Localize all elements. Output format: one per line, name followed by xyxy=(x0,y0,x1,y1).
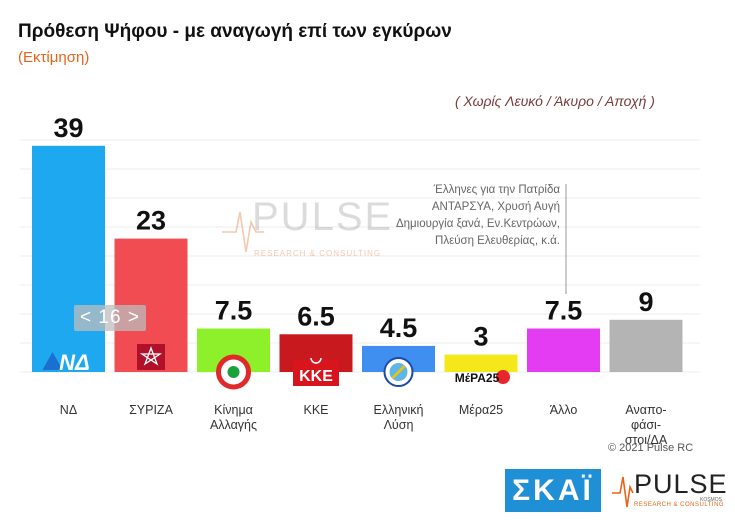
category-label: ΚΚΕ xyxy=(303,403,328,417)
annotation-line: Πλεύση Ελευθερίας, κ.ά. xyxy=(435,235,560,247)
copyright: © 2021 Pulse RC xyxy=(608,442,694,454)
page-indicator[interactable]: < 16 > xyxy=(74,305,146,331)
bar xyxy=(444,354,518,372)
pulse-wave-icon xyxy=(222,211,264,253)
annotation-line: Δημιουργία ξανά, Εν.Κεντρώων, xyxy=(396,218,560,230)
category-label: Άλλο xyxy=(550,403,578,417)
pulse-wave-icon xyxy=(612,476,634,508)
pulse-word: PULSE xyxy=(634,469,728,499)
chart-bars xyxy=(32,145,683,372)
kke-logo-icon: ΚΚΕ xyxy=(293,357,339,386)
watermark-sub: RESEARCH & CONSULTING xyxy=(254,249,381,258)
category-label: ΝΔ xyxy=(60,403,77,417)
pulse-kosmos: KOSMOS xyxy=(700,497,722,503)
category-label: Ελληνική xyxy=(373,403,423,417)
category-label: φάσι- xyxy=(631,418,661,432)
value-label: 4.5 xyxy=(380,313,418,343)
pulse-logo: PULSE KOSMOS RESEARCH & CONSULTING xyxy=(612,469,730,514)
pulse-sub: RESEARCH & CONSULTING xyxy=(634,502,725,508)
pulse-watermark: PULSE RESEARCH & CONSULTING xyxy=(222,195,393,258)
syriza-logo-icon xyxy=(137,344,165,370)
watermark-word: PULSE xyxy=(252,195,393,239)
value-label: 39 xyxy=(53,113,83,143)
value-label: 7.5 xyxy=(215,296,253,326)
category-label: Λύση xyxy=(384,418,414,432)
category-label: Κίνημα xyxy=(214,403,253,417)
annotation-line: ΑΝΤΑΡΣΥΑ, Χρυσή Αυγή xyxy=(432,201,560,213)
category-label: Αναπο- xyxy=(625,403,666,417)
bar xyxy=(527,328,600,372)
skai-logo: ΣΚΑΪ xyxy=(505,469,601,512)
mera25-logo-text: ΜέΡΑ25 xyxy=(455,371,500,385)
category-label: στοι/ΔΑ xyxy=(625,433,668,447)
nd-logo-text: ΝΔ xyxy=(59,350,90,375)
value-label: 9 xyxy=(638,287,653,317)
value-label: 6.5 xyxy=(297,301,335,331)
value-labels: 39 23 7.5 6.5 4.5 3 7.5 9 xyxy=(53,113,653,352)
value-label: 3 xyxy=(473,322,488,352)
kinal-logo-icon xyxy=(216,354,251,390)
kke-logo-text: ΚΚΕ xyxy=(299,368,333,385)
elliniki-lysi-logo-icon xyxy=(383,357,414,387)
category-label: Αλλαγής xyxy=(210,418,257,432)
annotation-other: Έλληνες για την Πατρίδα ΑΝΤΑΡΣΥΑ, Χρυσή Α… xyxy=(396,184,567,294)
chart-title: Πρόθεση Ψήφου - με αναγωγή επί των εγκύρ… xyxy=(18,21,452,42)
mera25-logo-icon: ΜέΡΑ25 xyxy=(455,370,510,385)
value-label: 23 xyxy=(136,206,166,236)
category-label: ΣΥΡΙΖΑ xyxy=(129,403,174,417)
chart-subtitle: (Εκτίμηση) xyxy=(18,49,90,66)
bar xyxy=(609,319,683,372)
value-label: 7.5 xyxy=(545,296,583,326)
chart-note: ( Χωρίς Λευκό / Άκυρο / Αποχή ) xyxy=(455,93,655,109)
category-label: Μέρα25 xyxy=(459,403,503,417)
annotation-line: Έλληνες για την Πατρίδα xyxy=(433,184,561,196)
nd-logo-icon: ΝΔ xyxy=(42,350,90,375)
bar xyxy=(32,145,105,372)
party-logos: ΝΔ ΚΚΕ ΜέΡΑ25 xyxy=(42,344,510,390)
